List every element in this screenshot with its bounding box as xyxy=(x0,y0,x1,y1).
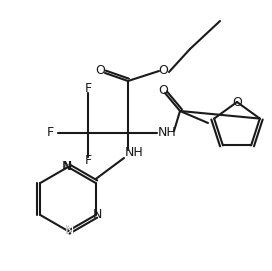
Text: N: N xyxy=(61,160,71,173)
Text: F: F xyxy=(84,82,92,95)
Text: N: N xyxy=(64,224,74,237)
Text: O: O xyxy=(95,64,105,78)
Text: F: F xyxy=(47,127,54,140)
Text: O: O xyxy=(158,85,168,98)
Text: O: O xyxy=(158,64,168,78)
Text: NH: NH xyxy=(158,127,176,140)
Text: O: O xyxy=(232,95,242,108)
Text: N: N xyxy=(62,160,72,173)
Text: NH: NH xyxy=(125,147,143,160)
Text: N: N xyxy=(64,224,74,237)
Text: N: N xyxy=(93,208,102,221)
Text: F: F xyxy=(84,154,92,167)
